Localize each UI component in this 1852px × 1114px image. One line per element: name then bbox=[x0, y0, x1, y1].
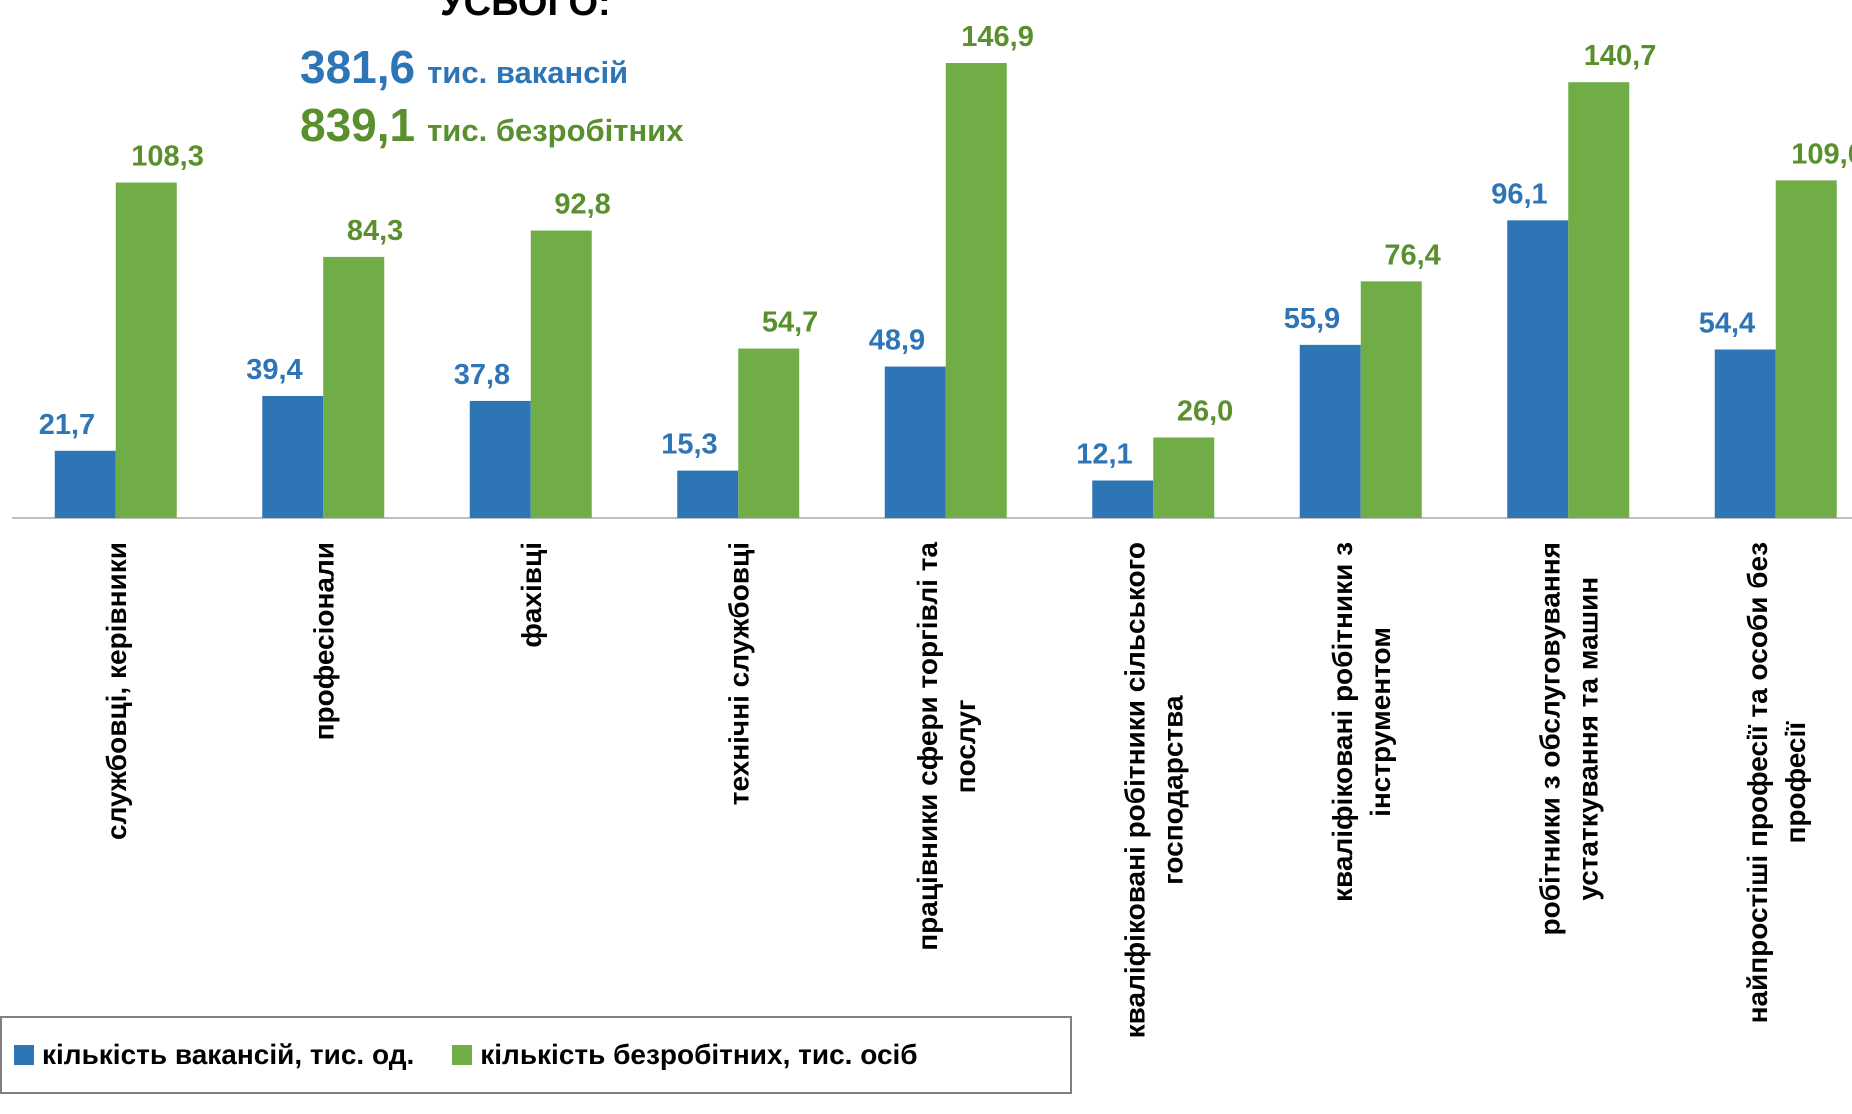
data-label-unemployed-9: 109,0 bbox=[1791, 138, 1852, 170]
category-label-2-line-1: професіонали bbox=[308, 542, 339, 740]
data-label-vacancies-8: 96,1 bbox=[1491, 178, 1547, 210]
legend-swatch-unemployed bbox=[452, 1045, 473, 1065]
data-label-vacancies-5: 48,9 bbox=[869, 325, 925, 357]
data-label-unemployed-3: 92,8 bbox=[554, 189, 610, 221]
bar-vacancies-2 bbox=[262, 395, 324, 518]
category-label-3-line-1: фахівці bbox=[516, 542, 547, 648]
data-label-unemployed-5: 146,9 bbox=[961, 21, 1034, 53]
category-label-8-line-1: робітники з обслуговування bbox=[1534, 542, 1565, 935]
category-label-1: службовці, керівники bbox=[101, 542, 132, 840]
chart-legend: кількість вакансій, тис. од. кількість б… bbox=[0, 1016, 1072, 1094]
category-label-9: найпростіші професії та особи без професі… bbox=[1742, 542, 1811, 1023]
summary-unemployed-label: тис. безробітних bbox=[427, 113, 684, 148]
bar-unemployed-3 bbox=[530, 230, 592, 518]
bar-unemployed-1 bbox=[115, 182, 177, 518]
bar-vacancies-7 bbox=[1299, 344, 1361, 518]
bar-unemployed-6 bbox=[1153, 437, 1215, 518]
category-label-9-line-1: найпростіші професії та особи без bbox=[1742, 542, 1773, 1023]
category-label-7: кваліфіковані робітники з інструментом bbox=[1327, 542, 1396, 902]
category-label-3: фахівці bbox=[516, 542, 547, 648]
category-label-5-line-1: працівники сфери торгівлі та bbox=[912, 542, 943, 951]
bar-unemployed-9 bbox=[1775, 180, 1837, 518]
data-label-unemployed-1: 108,3 bbox=[131, 141, 204, 173]
data-label-vacancies-9: 54,4 bbox=[1699, 308, 1755, 340]
bar-vacancies-4 bbox=[677, 470, 739, 518]
data-label-vacancies-2: 39,4 bbox=[246, 354, 302, 386]
category-label-7-line-2: інструментом bbox=[1365, 627, 1396, 817]
category-label-5-line-2: послуг bbox=[950, 699, 981, 793]
summary-vacancies-label: тис. вакансій bbox=[427, 55, 629, 90]
summary-vacancies-value: 381,6 bbox=[300, 41, 416, 93]
category-label-6: кваліфіковані робітники сільського господ… bbox=[1119, 542, 1188, 1038]
legend-item-unemployed: кількість безробітних, тис. осіб bbox=[452, 1039, 918, 1071]
legend-label-vacancies: кількість вакансій, тис. од. bbox=[42, 1039, 415, 1070]
bar-vacancies-8 bbox=[1507, 220, 1569, 518]
category-label-5: працівники сфери торгівлі та послуг bbox=[912, 542, 981, 951]
category-label-7-line-1: кваліфіковані робітники з bbox=[1327, 542, 1358, 902]
bar-unemployed-8 bbox=[1568, 82, 1630, 518]
legend-item-vacancies: кількість вакансій, тис. од. bbox=[14, 1039, 414, 1071]
data-label-unemployed-7: 76,4 bbox=[1384, 239, 1440, 271]
bar-vacancies-1 bbox=[54, 450, 116, 518]
category-label-9-line-2: професії bbox=[1780, 721, 1811, 844]
category-label-2: професіонали bbox=[308, 542, 339, 740]
category-label-8: робітники з обслуговування устаткування т… bbox=[1534, 542, 1603, 935]
data-label-vacancies-1: 21,7 bbox=[39, 409, 95, 441]
bar-unemployed-2 bbox=[323, 256, 385, 518]
bar-vacancies-3 bbox=[469, 400, 531, 518]
bar-unemployed-5 bbox=[945, 63, 1007, 518]
data-label-unemployed-4: 54,7 bbox=[762, 307, 818, 339]
data-label-unemployed-2: 84,3 bbox=[347, 215, 403, 247]
data-label-vacancies-6: 12,1 bbox=[1076, 439, 1132, 471]
bar-unemployed-4 bbox=[738, 348, 800, 518]
data-label-vacancies-7: 55,9 bbox=[1284, 303, 1340, 335]
summary-unemployed: 839,1 тис. безробітних bbox=[300, 98, 683, 152]
legend-label-unemployed: кількість безробітних, тис. осіб bbox=[480, 1039, 918, 1070]
bar-vacancies-5 bbox=[884, 366, 946, 518]
legend-swatch-vacancies bbox=[14, 1045, 34, 1065]
bar-vacancies-9 bbox=[1714, 349, 1776, 518]
bar-vacancies-6 bbox=[1092, 480, 1154, 518]
summary-vacancies: 381,6 тис. вакансій bbox=[300, 40, 628, 94]
category-label-4: технічні службовці bbox=[723, 542, 754, 805]
data-label-vacancies-3: 37,8 bbox=[454, 359, 510, 391]
category-label-6-line-2: господарства bbox=[1157, 695, 1188, 885]
category-label-4-line-1: технічні службовці bbox=[723, 542, 754, 805]
data-label-unemployed-8: 140,7 bbox=[1584, 40, 1657, 72]
summary-unemployed-value: 839,1 bbox=[300, 99, 416, 151]
data-label-vacancies-4: 15,3 bbox=[661, 429, 717, 461]
bar-unemployed-7 bbox=[1360, 281, 1422, 518]
data-label-unemployed-6: 26,0 bbox=[1177, 395, 1233, 427]
summary-title: УСЬОГО: bbox=[440, 0, 611, 24]
category-label-1-line-1: службовці, керівники bbox=[101, 542, 132, 840]
category-label-8-line-2: устаткування та машин bbox=[1572, 577, 1603, 901]
category-label-6-line-1: кваліфіковані робітники сільського bbox=[1119, 542, 1150, 1038]
